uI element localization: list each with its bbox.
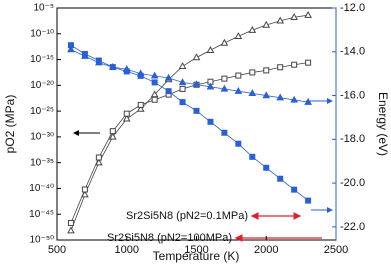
y-tick-label: 10⁻¹⁵: [30, 54, 54, 65]
annotation: Sr2Si5N8 (pN2=100MPa): [107, 232, 232, 244]
point: [193, 107, 200, 114]
annotation: Sr2Si5N8 (pN2=0.1MPa): [126, 210, 248, 222]
point: [136, 69, 145, 77]
series-line: [70, 62, 309, 224]
point: [136, 104, 145, 112]
point: [206, 46, 215, 53]
y-tick-label: 10⁻⁵⁰: [29, 235, 54, 246]
y-tick-label: 10⁻²⁵: [30, 106, 54, 117]
point: [277, 175, 284, 182]
point: [235, 140, 242, 147]
point: [109, 128, 116, 135]
point: [81, 186, 88, 193]
point: [137, 101, 144, 108]
point: [276, 16, 285, 24]
x-tick-label: 2500: [324, 244, 348, 256]
y2-tick-label: -12.0: [340, 2, 365, 14]
y-tick-label: 10⁻³⁰: [30, 132, 54, 143]
point: [81, 51, 89, 59]
point: [248, 89, 257, 97]
point: [262, 91, 271, 99]
y2-tick-label: -20.0: [340, 177, 365, 189]
point: [291, 61, 298, 68]
point: [305, 59, 312, 66]
point: [123, 110, 130, 117]
point: [178, 62, 187, 69]
point: [221, 75, 228, 82]
point: [81, 190, 89, 198]
point: [122, 65, 131, 72]
point: [207, 118, 214, 125]
point: [304, 97, 312, 105]
y-tick-label: 10⁻²⁰: [30, 80, 54, 91]
y2-tick-label: -22.0: [340, 221, 365, 233]
point: [150, 71, 159, 79]
point: [290, 95, 298, 103]
point: [263, 67, 270, 74]
point: [277, 64, 284, 71]
point: [291, 186, 298, 193]
point: [276, 93, 285, 101]
point: [220, 84, 229, 92]
point: [248, 25, 257, 33]
y-tick-label: 10⁻⁴⁵: [29, 209, 54, 220]
point: [95, 158, 103, 166]
point: [151, 96, 158, 103]
point: [206, 82, 215, 90]
point: [234, 86, 243, 94]
point: [262, 20, 271, 28]
y-tick-label: 10⁻⁵: [33, 3, 54, 14]
y2-axis-label: Energy (eV): [376, 92, 390, 156]
y2-tick-label: -14.0: [340, 46, 365, 58]
point: [234, 32, 243, 40]
x-tick-label: 500: [48, 244, 66, 256]
y2-tick-label: -18.0: [340, 133, 365, 145]
point: [165, 88, 172, 95]
point: [235, 72, 242, 79]
point: [67, 219, 74, 226]
point: [108, 132, 117, 140]
series-line: [70, 44, 309, 201]
point: [179, 85, 186, 92]
point: [304, 10, 312, 18]
series-line: [70, 14, 309, 231]
point: [67, 45, 75, 53]
y2-tick-label: -16.0: [340, 89, 365, 101]
point: [151, 79, 158, 86]
point: [249, 153, 256, 160]
series-line: [70, 49, 309, 103]
point: [192, 53, 201, 61]
x-tick-label: 1500: [184, 244, 208, 256]
y-tick-label: 10⁻³⁵: [30, 157, 54, 168]
point: [305, 197, 312, 204]
point: [67, 226, 75, 234]
point: [108, 62, 117, 70]
y-axis-label: pO2 (MPa): [3, 95, 17, 154]
point: [179, 99, 186, 106]
point: [221, 129, 228, 136]
x-axis-label: Temperature (K): [153, 249, 240, 263]
y-tick-label: 10⁻⁴⁰: [29, 183, 54, 194]
point: [290, 13, 298, 20]
point: [220, 38, 229, 46]
plot-frame: [56, 7, 337, 241]
point: [95, 58, 103, 66]
point: [178, 78, 187, 86]
point: [95, 154, 102, 161]
x-tick-label: 2000: [254, 244, 278, 256]
point: [263, 164, 270, 171]
point: [192, 80, 201, 88]
point: [164, 73, 173, 81]
point: [249, 69, 256, 76]
y-tick-label: 10⁻¹⁰: [30, 28, 54, 39]
point: [122, 114, 131, 122]
x-tick-label: 1000: [115, 244, 139, 256]
